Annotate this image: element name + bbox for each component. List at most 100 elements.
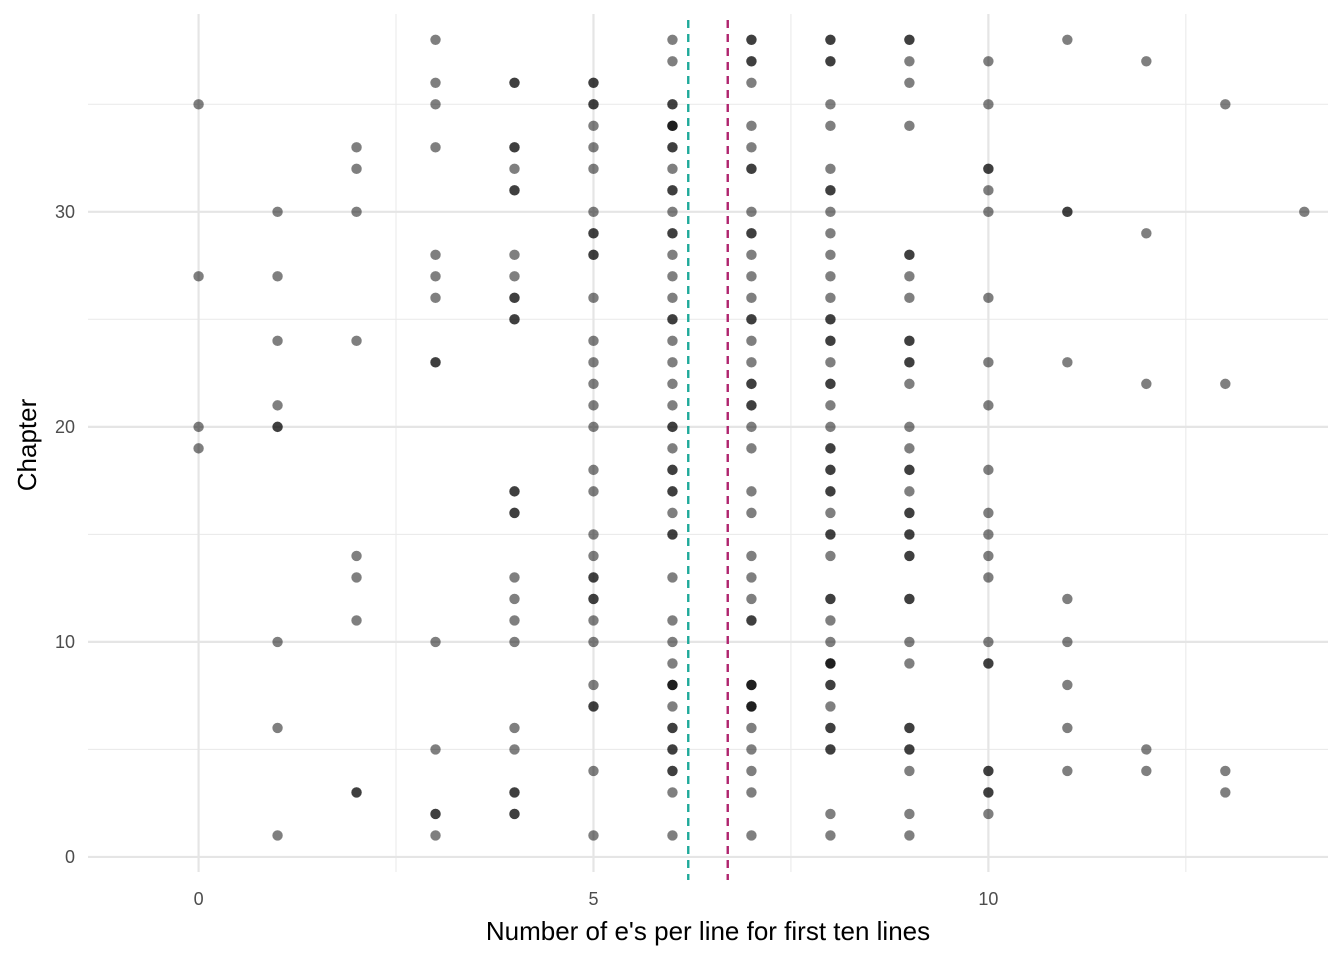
data-point bbox=[430, 636, 441, 648]
data-point bbox=[430, 99, 441, 110]
data-point bbox=[509, 249, 520, 261]
data-point bbox=[904, 335, 915, 347]
data-point bbox=[746, 400, 757, 411]
data-point bbox=[588, 357, 599, 368]
data-point bbox=[509, 185, 520, 196]
data-point bbox=[667, 615, 678, 626]
data-point bbox=[1062, 34, 1073, 46]
data-point bbox=[588, 830, 599, 841]
data-point bbox=[983, 658, 994, 669]
data-point bbox=[746, 550, 757, 562]
data-point bbox=[983, 99, 994, 110]
data-point bbox=[746, 486, 757, 497]
data-point bbox=[667, 830, 678, 841]
data-point bbox=[825, 830, 836, 841]
data-point bbox=[825, 206, 836, 218]
data-point bbox=[667, 378, 678, 390]
data-point bbox=[430, 830, 441, 841]
data-point bbox=[430, 744, 441, 755]
data-point bbox=[1062, 357, 1073, 368]
data-point bbox=[904, 722, 915, 734]
data-point bbox=[588, 421, 599, 433]
data-point bbox=[983, 185, 994, 196]
data-point bbox=[667, 464, 678, 476]
data-point bbox=[825, 400, 836, 411]
data-point bbox=[1220, 99, 1231, 110]
data-point bbox=[351, 142, 362, 153]
data-point bbox=[825, 34, 836, 46]
data-point bbox=[983, 765, 994, 777]
data-point bbox=[983, 787, 994, 798]
data-point bbox=[825, 744, 836, 755]
data-point bbox=[272, 271, 283, 282]
data-point bbox=[825, 486, 836, 497]
data-point bbox=[904, 507, 915, 519]
data-point bbox=[904, 744, 915, 755]
data-point bbox=[825, 722, 836, 734]
data-point bbox=[193, 421, 204, 433]
data-point bbox=[825, 185, 836, 196]
data-point bbox=[588, 529, 599, 540]
data-point bbox=[430, 77, 441, 89]
data-point bbox=[983, 507, 994, 519]
data-point bbox=[667, 292, 678, 304]
data-point bbox=[351, 615, 362, 626]
data-point bbox=[509, 314, 520, 325]
data-point bbox=[825, 314, 836, 325]
data-point bbox=[904, 271, 915, 282]
data-point bbox=[588, 701, 599, 712]
data-point bbox=[351, 163, 362, 175]
data-point bbox=[746, 593, 757, 605]
data-point bbox=[588, 593, 599, 605]
data-point bbox=[667, 529, 678, 540]
data-point bbox=[825, 443, 836, 454]
data-point bbox=[983, 56, 994, 67]
data-point bbox=[1062, 679, 1073, 691]
data-point bbox=[667, 142, 678, 153]
data-point bbox=[904, 120, 915, 132]
data-point bbox=[1220, 765, 1231, 777]
data-point bbox=[667, 357, 678, 368]
data-point bbox=[904, 56, 915, 67]
data-point bbox=[588, 400, 599, 411]
data-point bbox=[667, 443, 678, 454]
data-point bbox=[983, 529, 994, 540]
data-point bbox=[904, 421, 915, 433]
data-point bbox=[1220, 787, 1231, 798]
data-point bbox=[430, 292, 441, 304]
data-point bbox=[983, 808, 994, 820]
data-point bbox=[1062, 722, 1073, 734]
data-point bbox=[351, 787, 362, 798]
data-point bbox=[272, 400, 283, 411]
reference-lines bbox=[687, 20, 729, 880]
data-point bbox=[667, 765, 678, 777]
data-point bbox=[588, 292, 599, 304]
data-point bbox=[430, 142, 441, 153]
data-point bbox=[904, 808, 915, 820]
data-point bbox=[588, 464, 599, 476]
data-point bbox=[588, 206, 599, 218]
data-point bbox=[825, 271, 836, 282]
data-point bbox=[825, 292, 836, 304]
data-point bbox=[746, 572, 757, 583]
data-point bbox=[509, 744, 520, 755]
data-point bbox=[588, 249, 599, 261]
data-points bbox=[193, 34, 1310, 841]
data-point bbox=[351, 550, 362, 562]
data-point bbox=[983, 636, 994, 648]
data-point bbox=[983, 550, 994, 562]
data-point bbox=[904, 830, 915, 841]
data-point bbox=[667, 679, 678, 691]
x-tick-label: 10 bbox=[978, 889, 998, 909]
minor-gridlines bbox=[88, 14, 1328, 872]
data-point bbox=[588, 77, 599, 89]
y-tick-label: 10 bbox=[55, 632, 75, 652]
data-point bbox=[509, 615, 520, 626]
data-point bbox=[272, 830, 283, 841]
data-point bbox=[588, 572, 599, 583]
data-point bbox=[667, 34, 678, 46]
data-point bbox=[667, 120, 678, 132]
data-point bbox=[509, 593, 520, 605]
data-point bbox=[904, 378, 915, 390]
data-point bbox=[746, 271, 757, 282]
